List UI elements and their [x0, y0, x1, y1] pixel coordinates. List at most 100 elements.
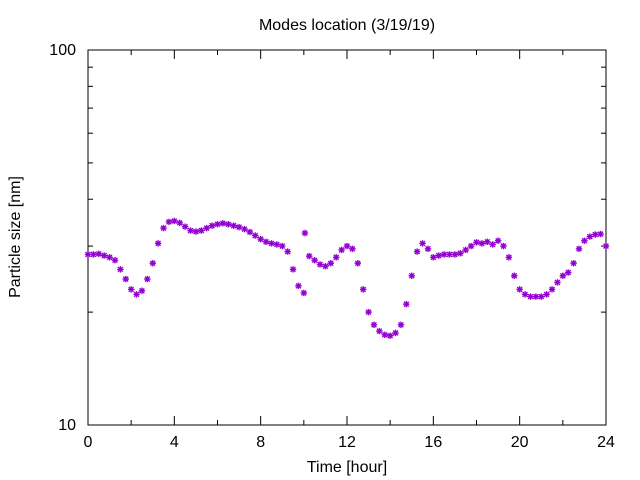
data-point [500, 242, 507, 250]
data-point [419, 240, 426, 247]
data-point [597, 230, 604, 238]
data-point [424, 245, 432, 253]
data-point [252, 232, 259, 239]
data-point [440, 251, 448, 258]
chart-title: Modes location (3/19/19) [259, 17, 435, 34]
data-point [381, 331, 388, 338]
data-point [300, 289, 308, 297]
data-point [408, 272, 415, 279]
data-point [527, 293, 534, 300]
data-point [386, 332, 394, 339]
data-point [511, 272, 518, 279]
data-point [241, 225, 248, 233]
data-point [484, 238, 491, 245]
data-point [457, 250, 464, 257]
x-tick-label: 8 [256, 434, 265, 451]
data-point [602, 242, 610, 250]
data-point [489, 241, 496, 248]
data-point [301, 229, 309, 237]
x-tick-label: 20 [511, 434, 529, 451]
data-point [365, 308, 372, 316]
plot-area [87, 49, 607, 426]
data-point [392, 329, 399, 337]
data-point [586, 233, 594, 240]
data-point [592, 231, 599, 238]
data-point [230, 222, 237, 229]
data-point [262, 238, 270, 245]
data-point [144, 275, 151, 283]
data-point [338, 246, 345, 254]
data-point [451, 251, 459, 258]
data-point [505, 254, 513, 261]
data-point [268, 240, 275, 247]
data-point [370, 321, 378, 329]
x-tick-label: 0 [84, 434, 93, 451]
x-tick-label: 4 [170, 434, 179, 451]
data-point [559, 272, 567, 279]
data-point [246, 228, 254, 236]
data-point [181, 223, 189, 230]
data-point [446, 251, 453, 258]
data-point [100, 252, 108, 259]
data-point [575, 245, 583, 253]
data-point [225, 221, 232, 228]
data-point [106, 254, 113, 261]
data-point [413, 248, 421, 255]
data-point [273, 241, 281, 248]
data-point [403, 300, 410, 308]
data-point [435, 252, 442, 259]
data-point [376, 327, 383, 335]
data-point [219, 220, 227, 227]
data-point [548, 286, 556, 293]
data-point [516, 286, 523, 293]
data-point [235, 223, 243, 231]
data-point [279, 242, 286, 250]
data-point [122, 275, 129, 283]
data-point [160, 224, 167, 232]
data-point [462, 246, 469, 254]
data-point [284, 248, 291, 255]
data-point [538, 293, 545, 300]
data-point [554, 279, 561, 286]
data-point [176, 219, 183, 227]
data-point [333, 254, 340, 261]
data-series [84, 217, 610, 339]
data-point [322, 263, 329, 270]
data-point [149, 260, 156, 267]
data-point [127, 286, 135, 293]
data-point [138, 287, 146, 294]
data-point [521, 291, 529, 298]
data-point [90, 251, 97, 258]
data-point [473, 239, 480, 246]
data-point [111, 257, 119, 264]
data-point [316, 261, 324, 268]
data-point [289, 266, 297, 273]
x-tick-label: 16 [424, 434, 442, 451]
data-point [532, 293, 540, 300]
data-point [187, 227, 194, 234]
data-point [565, 269, 572, 276]
data-point [171, 217, 178, 225]
data-point [311, 257, 318, 264]
data-point [343, 242, 351, 250]
data-point [354, 260, 361, 267]
data-point [494, 237, 502, 244]
data-point [359, 286, 367, 293]
y-tick-label: 10 [58, 417, 76, 434]
data-point [543, 291, 550, 298]
y-tick-label: 100 [49, 42, 76, 59]
data-point [84, 251, 92, 258]
data-point [214, 221, 221, 228]
data-point [397, 321, 405, 329]
data-point [467, 242, 475, 250]
data-point [192, 228, 200, 235]
data-point [430, 254, 437, 261]
x-axis-label: Time [hour] [307, 459, 387, 476]
y-axis-label: Particle size [nm] [7, 176, 24, 298]
data-point [257, 235, 264, 243]
data-point [581, 237, 588, 244]
data-point [203, 224, 210, 232]
data-point [295, 282, 302, 290]
data-point [570, 260, 577, 267]
